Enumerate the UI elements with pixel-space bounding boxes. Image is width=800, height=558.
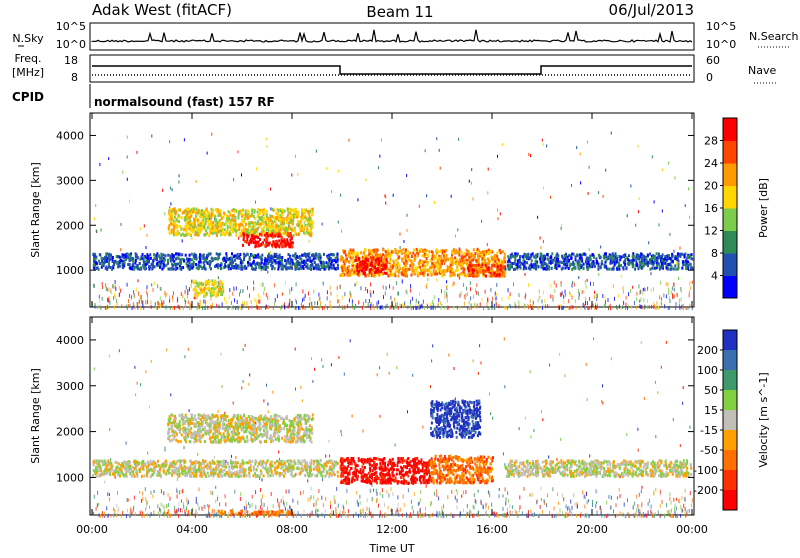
power-colorbar-tick: 24: [704, 157, 718, 170]
velocity-colorbar-tick: -15: [700, 424, 718, 437]
velocity-ytick-label: 4000: [56, 334, 84, 347]
velocity-echo-region: [505, 459, 693, 478]
time-tick-label: 04:00: [176, 523, 208, 536]
time-tick-label: 08:00: [276, 523, 308, 536]
power-colorbar-segment: [723, 141, 737, 164]
velocity-echo-region: [430, 400, 482, 440]
power-ytick-label: 2000: [56, 219, 84, 232]
time-tick-label: 00:00: [676, 523, 708, 536]
nsky-trace: [92, 30, 692, 42]
nsky-label: N.Sky: [12, 32, 44, 45]
nsearch-tick-top: 10^5: [706, 20, 736, 33]
power-echo-region: [193, 279, 224, 297]
power-colorbar-segment: [723, 208, 737, 231]
cpid-label: CPID: [12, 90, 44, 104]
velocity-ytick-label: 1000: [56, 471, 84, 484]
velocity-colorbar-segment: [723, 330, 737, 351]
time-tick-label: 16:00: [476, 523, 508, 536]
velocity-colorbar-segment: [723, 450, 737, 471]
velocity-colorbar-segment: [723, 370, 737, 391]
velocity-ylabel: Slant Range [km]: [29, 368, 42, 464]
freq-trace: [92, 66, 692, 74]
power-echo-region: [92, 252, 339, 271]
nsearch-label: N.Search: [749, 30, 799, 43]
nsky-tick-top: 10^5: [56, 20, 86, 33]
velocity-colorbar-segment: [723, 350, 737, 371]
station-title: Adak West (fitACF): [92, 1, 232, 19]
velocity-ytick-label: 3000: [56, 380, 84, 393]
power-colorbar-segment: [723, 253, 737, 276]
time-tick-label: 00:00: [76, 523, 108, 536]
freq-tick-bottom: 8: [71, 71, 78, 84]
velocity-colorbar-tick: 15: [704, 404, 718, 417]
nave-label: Nave: [748, 64, 776, 77]
time-tick-label: 12:00: [376, 523, 408, 536]
nave-tick-top: 60: [706, 54, 720, 67]
velocity-colorbar-segment: [723, 410, 737, 431]
power-colorbar-tick: 20: [704, 180, 718, 193]
power-panel: 1000 2000 3000 4000 Slant Range [km] 4 8 12 16 20…: [29, 113, 770, 310]
velocity-colorbar-segment: [723, 470, 737, 491]
power-colorbar-tick: 28: [704, 135, 718, 148]
velocity-colorbar-tick: -100: [693, 464, 718, 477]
power-ylabel: Slant Range [km]: [29, 162, 42, 258]
power-ytick-label: 1000: [56, 264, 84, 277]
nave-tick-bottom: 0: [706, 71, 713, 84]
velocity-panel: 1000 2000 3000 4000 Slant Range [km] 200 100 50…: [29, 317, 770, 518]
beam-title: Beam 11: [366, 3, 433, 21]
velocity-echo-region: [167, 413, 314, 443]
velocity-echo-region: [430, 455, 494, 485]
power-colorbar-segment: [723, 163, 737, 186]
velocity-colorbar-tick: -50: [700, 444, 718, 457]
freq-tick-top: 18: [64, 54, 78, 67]
power-ytick-label: 4000: [56, 129, 84, 142]
power-colorbar-segment: [723, 118, 737, 141]
power-colorbar-tick: 16: [704, 202, 718, 215]
nsky-strip-frame: [90, 23, 694, 50]
velocity-colorbar-tick: 50: [704, 384, 718, 397]
power-echo-region: [168, 207, 314, 237]
time-tick-label: 20:00: [576, 523, 608, 536]
freq-unit: [MHz]: [12, 66, 44, 79]
nsearch-tick-bottom: 10^0: [706, 38, 736, 51]
date-title: 06/Jul/2013: [609, 1, 694, 19]
power-colorbar-tick: 12: [704, 225, 718, 238]
power-colorbar-segment: [723, 276, 737, 299]
velocity-colorbar-segment: [723, 490, 737, 511]
power-colorbar-label: Power [dB]: [757, 178, 770, 238]
nsky-tick-bottom: 10^0: [56, 38, 86, 51]
velocity-colorbar-segment: [723, 390, 737, 411]
velocity-colorbar-segment: [723, 430, 737, 451]
velocity-colorbar-label: Velocity [m s^-1]: [757, 372, 770, 467]
power-colorbar-segment: [723, 231, 737, 254]
velocity-ytick-label: 2000: [56, 426, 84, 439]
freq-strip-frame: [90, 55, 694, 82]
power-echo-region: [505, 252, 694, 271]
cpid-text: normalsound (fast) 157 RF: [94, 95, 275, 109]
time-axis-label: Time UT: [368, 542, 414, 554]
velocity-colorbar-tick: 100: [697, 364, 718, 377]
velocity-colorbar-tick: 200: [697, 344, 718, 357]
velocity-colorbar-tick: -200: [693, 484, 718, 497]
power-colorbar-tick: 8: [711, 247, 718, 260]
power-ytick-label: 3000: [56, 174, 84, 187]
power-colorbar-tick: 4: [711, 270, 718, 283]
velocity-echo-region: [340, 457, 432, 485]
power-colorbar-segment: [723, 186, 737, 209]
freq-label: Freq.: [14, 52, 41, 65]
velocity-echo-region: [92, 459, 339, 478]
